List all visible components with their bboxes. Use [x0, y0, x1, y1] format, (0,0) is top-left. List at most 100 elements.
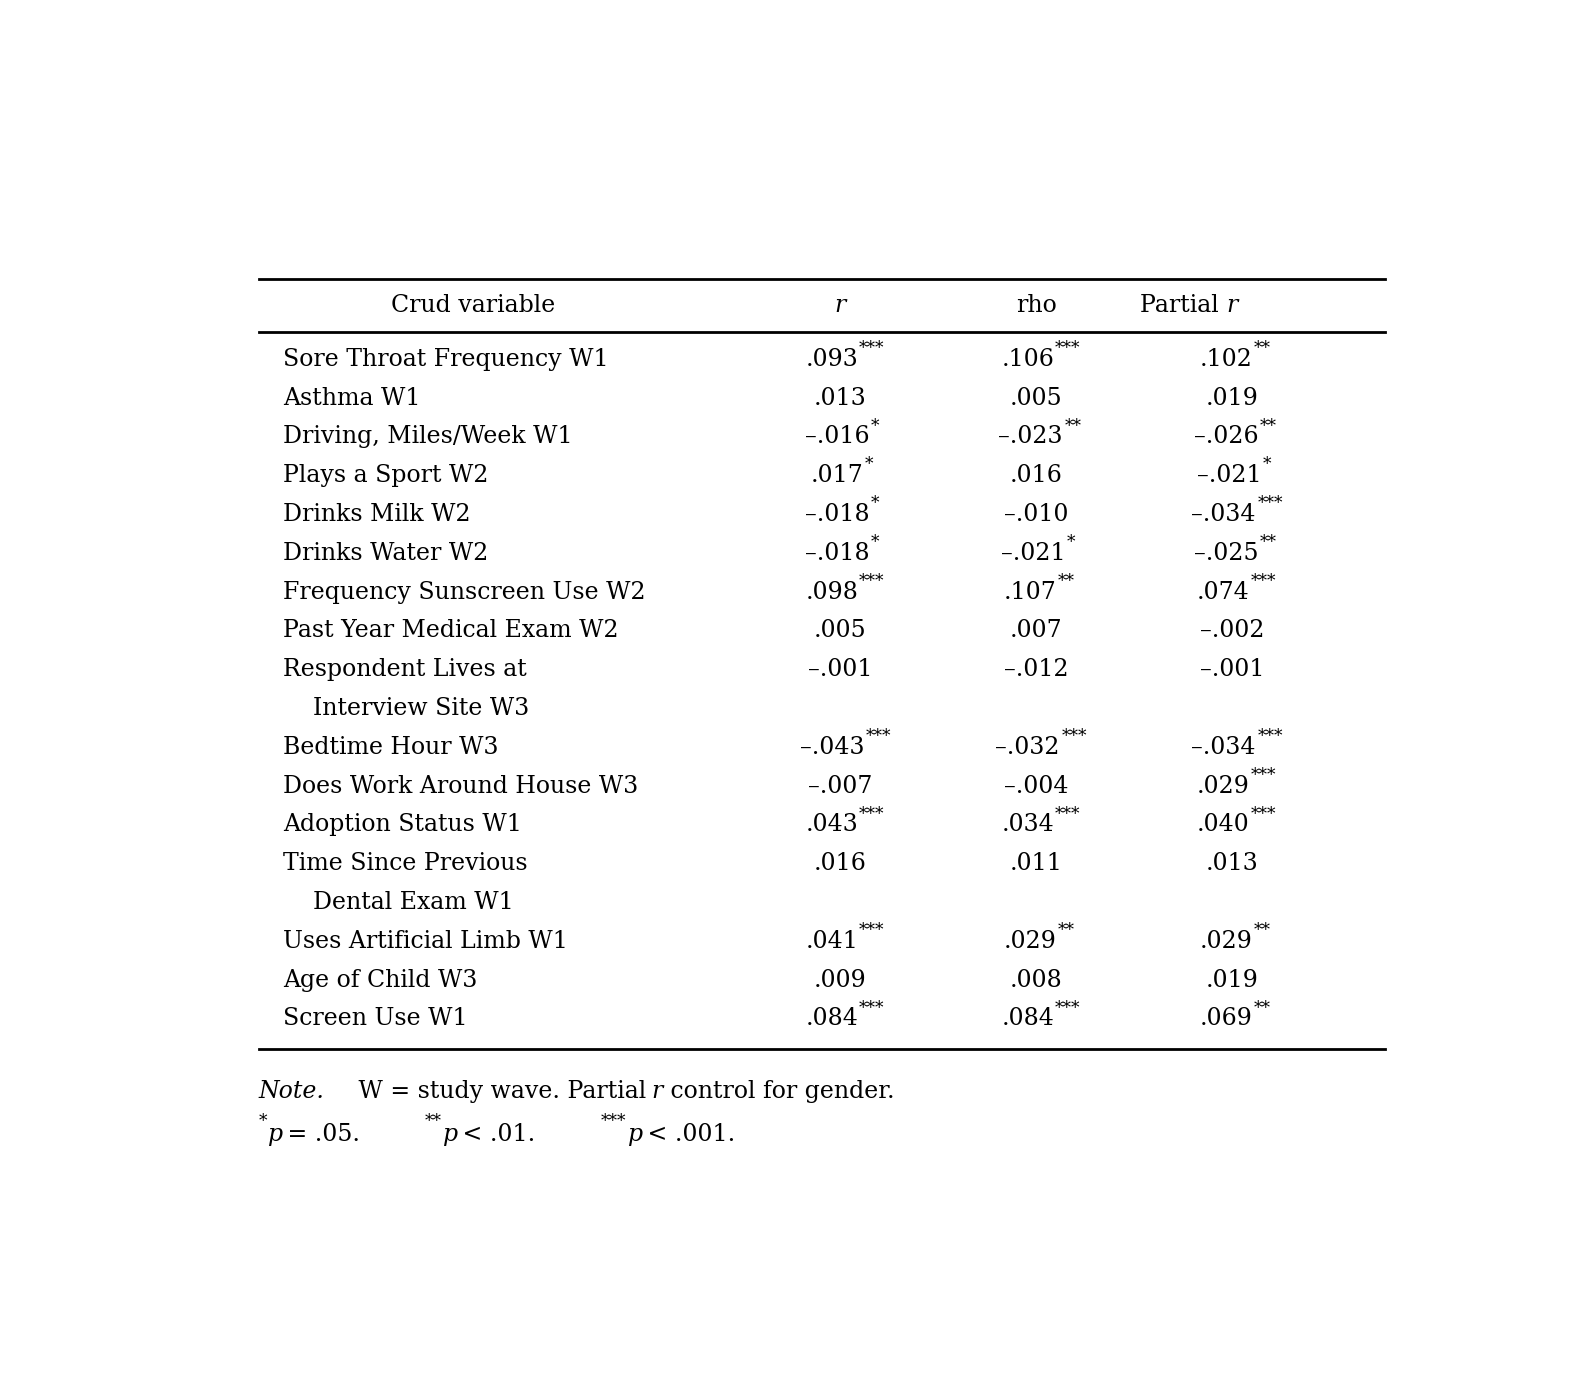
- Text: .074: .074: [1198, 581, 1250, 604]
- Text: ***: ***: [1062, 728, 1087, 745]
- Text: Plays a Sport W2: Plays a Sport W2: [283, 464, 488, 488]
- Text: Drinks Water W2: Drinks Water W2: [283, 542, 488, 565]
- Text: –.025: –.025: [1194, 542, 1259, 565]
- Text: .016: .016: [1010, 464, 1063, 488]
- Text: ***: ***: [858, 806, 885, 822]
- Text: Interview Site W3: Interview Site W3: [283, 697, 529, 720]
- Text: Uses Artificial Limb W1: Uses Artificial Limb W1: [283, 929, 569, 953]
- Text: *: *: [871, 418, 880, 435]
- Text: .106: .106: [1002, 347, 1054, 371]
- Text: Screen Use W1: Screen Use W1: [283, 1007, 468, 1031]
- Text: –.034: –.034: [1191, 736, 1256, 758]
- Text: ***: ***: [1250, 572, 1277, 590]
- Text: .040: .040: [1198, 814, 1250, 836]
- Text: .011: .011: [1010, 853, 1063, 875]
- Text: .107: .107: [1005, 581, 1057, 604]
- Text: .098: .098: [806, 581, 858, 604]
- Text: .041: .041: [806, 929, 858, 953]
- Text: .019: .019: [1206, 386, 1259, 410]
- Text: .007: .007: [1010, 619, 1063, 643]
- Text: *: *: [259, 1113, 267, 1131]
- Text: = .05.: = .05.: [280, 1124, 390, 1146]
- Text: –.023: –.023: [999, 425, 1063, 449]
- Text: .034: .034: [1002, 814, 1054, 836]
- Text: ***: ***: [1258, 728, 1283, 745]
- Text: –.043: –.043: [799, 736, 864, 758]
- Text: ***: ***: [858, 922, 885, 939]
- Text: .029: .029: [1201, 929, 1253, 953]
- Text: **: **: [1057, 572, 1074, 590]
- Text: Asthma W1: Asthma W1: [283, 386, 420, 410]
- Text: **: **: [1261, 418, 1277, 435]
- Text: r: r: [834, 294, 845, 317]
- Text: .029: .029: [1005, 929, 1057, 953]
- Text: –.021: –.021: [1002, 542, 1066, 565]
- Text: –.021: –.021: [1198, 464, 1262, 488]
- Text: ***: ***: [866, 728, 891, 745]
- Text: .016: .016: [814, 853, 867, 875]
- Text: Respondent Lives at: Respondent Lives at: [283, 658, 528, 681]
- Text: Bedtime Hour W3: Bedtime Hour W3: [283, 736, 499, 758]
- Text: Drinks Milk W2: Drinks Milk W2: [283, 503, 471, 526]
- Text: control for gender.: control for gender.: [664, 1081, 894, 1103]
- Text: .093: .093: [806, 347, 858, 371]
- Text: .005: .005: [1010, 386, 1063, 410]
- Text: Past Year Medical Exam W2: Past Year Medical Exam W2: [283, 619, 619, 643]
- Text: .008: .008: [1010, 968, 1063, 992]
- Text: ***: ***: [1054, 1000, 1081, 1017]
- Text: ***: ***: [1250, 806, 1277, 822]
- Text: .005: .005: [814, 619, 867, 643]
- Text: Dental Exam W1: Dental Exam W1: [283, 892, 514, 914]
- Text: rho: rho: [1016, 294, 1057, 317]
- Text: Time Since Previous: Time Since Previous: [283, 853, 528, 875]
- Text: p: p: [444, 1124, 458, 1146]
- Text: .019: .019: [1206, 968, 1259, 992]
- Text: ***: ***: [1054, 806, 1081, 822]
- Text: –.032: –.032: [995, 736, 1060, 758]
- Text: Frequency Sunscreen Use W2: Frequency Sunscreen Use W2: [283, 581, 646, 604]
- Text: W = study wave. Partial: W = study wave. Partial: [337, 1081, 654, 1103]
- Text: ***: ***: [858, 1000, 885, 1017]
- Text: .013: .013: [1206, 853, 1259, 875]
- Text: p: p: [269, 1124, 283, 1146]
- Text: Age of Child W3: Age of Child W3: [283, 968, 477, 992]
- Text: ***: ***: [1250, 767, 1277, 783]
- Text: .084: .084: [806, 1007, 858, 1031]
- Text: .029: .029: [1198, 775, 1250, 797]
- Text: ***: ***: [1054, 340, 1081, 357]
- Text: ***: ***: [858, 572, 885, 590]
- Text: Partial: Partial: [1139, 294, 1226, 317]
- Text: –.012: –.012: [1003, 658, 1068, 681]
- Text: *: *: [871, 533, 880, 551]
- Text: **: **: [1065, 418, 1081, 435]
- Text: Adoption Status W1: Adoption Status W1: [283, 814, 521, 836]
- Text: .017: .017: [811, 464, 864, 488]
- Text: Note.: Note.: [259, 1081, 324, 1103]
- Text: **: **: [1253, 922, 1270, 939]
- Text: < .001.: < .001.: [640, 1124, 735, 1146]
- Text: < .01.: < .01.: [455, 1124, 566, 1146]
- Text: Does Work Around House W3: Does Work Around House W3: [283, 775, 638, 797]
- Text: Crud variable: Crud variable: [390, 294, 555, 317]
- Text: p: p: [627, 1124, 643, 1146]
- Text: –.018: –.018: [806, 542, 871, 565]
- Text: ***: ***: [600, 1113, 626, 1131]
- Text: .069: .069: [1201, 1007, 1253, 1031]
- Text: –.010: –.010: [1003, 503, 1068, 526]
- Text: –.007: –.007: [809, 775, 872, 797]
- Text: –.002: –.002: [1199, 619, 1264, 643]
- Text: **: **: [1057, 922, 1074, 939]
- Text: .013: .013: [814, 386, 867, 410]
- Text: **: **: [1261, 533, 1277, 551]
- Text: Sore Throat Frequency W1: Sore Throat Frequency W1: [283, 347, 608, 371]
- Text: –.016: –.016: [806, 425, 871, 449]
- Text: .102: .102: [1201, 347, 1253, 371]
- Text: –.018: –.018: [806, 503, 871, 526]
- Text: *: *: [871, 496, 880, 513]
- Text: –.004: –.004: [1003, 775, 1068, 797]
- Text: .043: .043: [806, 814, 858, 836]
- Text: *: *: [864, 457, 872, 474]
- Text: –.001: –.001: [807, 658, 872, 681]
- Text: *: *: [1262, 457, 1272, 474]
- Text: .084: .084: [1002, 1007, 1054, 1031]
